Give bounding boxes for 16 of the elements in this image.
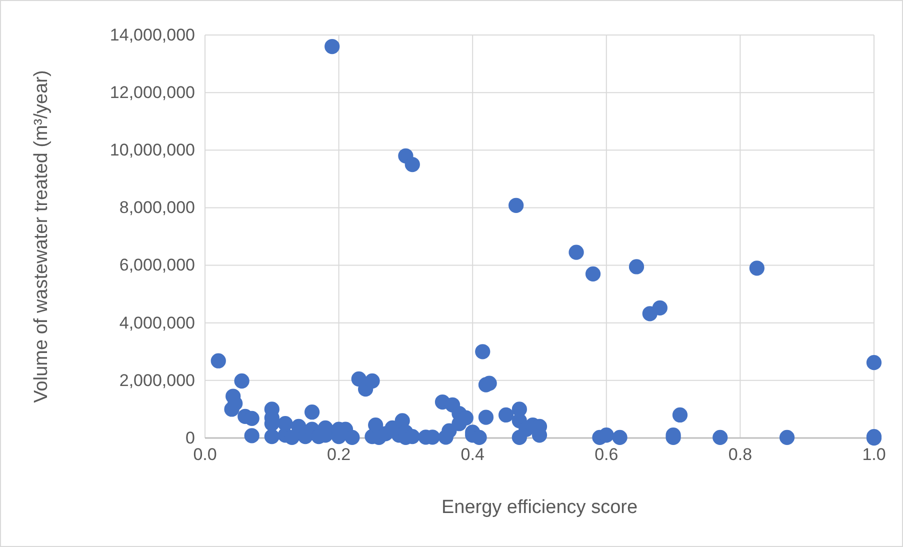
y-tick-label: 8,000,000 (119, 198, 195, 218)
x-tick-label: 0.6 (594, 445, 618, 464)
x-tick-label: 0.2 (326, 445, 351, 464)
x-tick-label: 0.4 (460, 445, 484, 464)
y-tick-label: 10,000,000 (110, 140, 195, 160)
y-tick-label: 0 (186, 428, 195, 448)
x-axis-title: Energy efficiency score (441, 497, 638, 518)
y-tick-label: 12,000,000 (110, 83, 195, 102)
x-tick-label: 0.0 (193, 445, 217, 464)
y-tick-label: 2,000,000 (119, 370, 195, 390)
x-tick-label: 1.0 (862, 445, 886, 464)
y-tick-label: 14,000,000 (110, 25, 195, 44)
x-tick-label: 0.8 (728, 445, 752, 464)
y-axis-title: Volume of wastewater treated (m³/year) (31, 70, 52, 403)
y-tick-label: 6,000,000 (119, 256, 195, 275)
y-tick-label: 4,000,000 (119, 313, 195, 332)
